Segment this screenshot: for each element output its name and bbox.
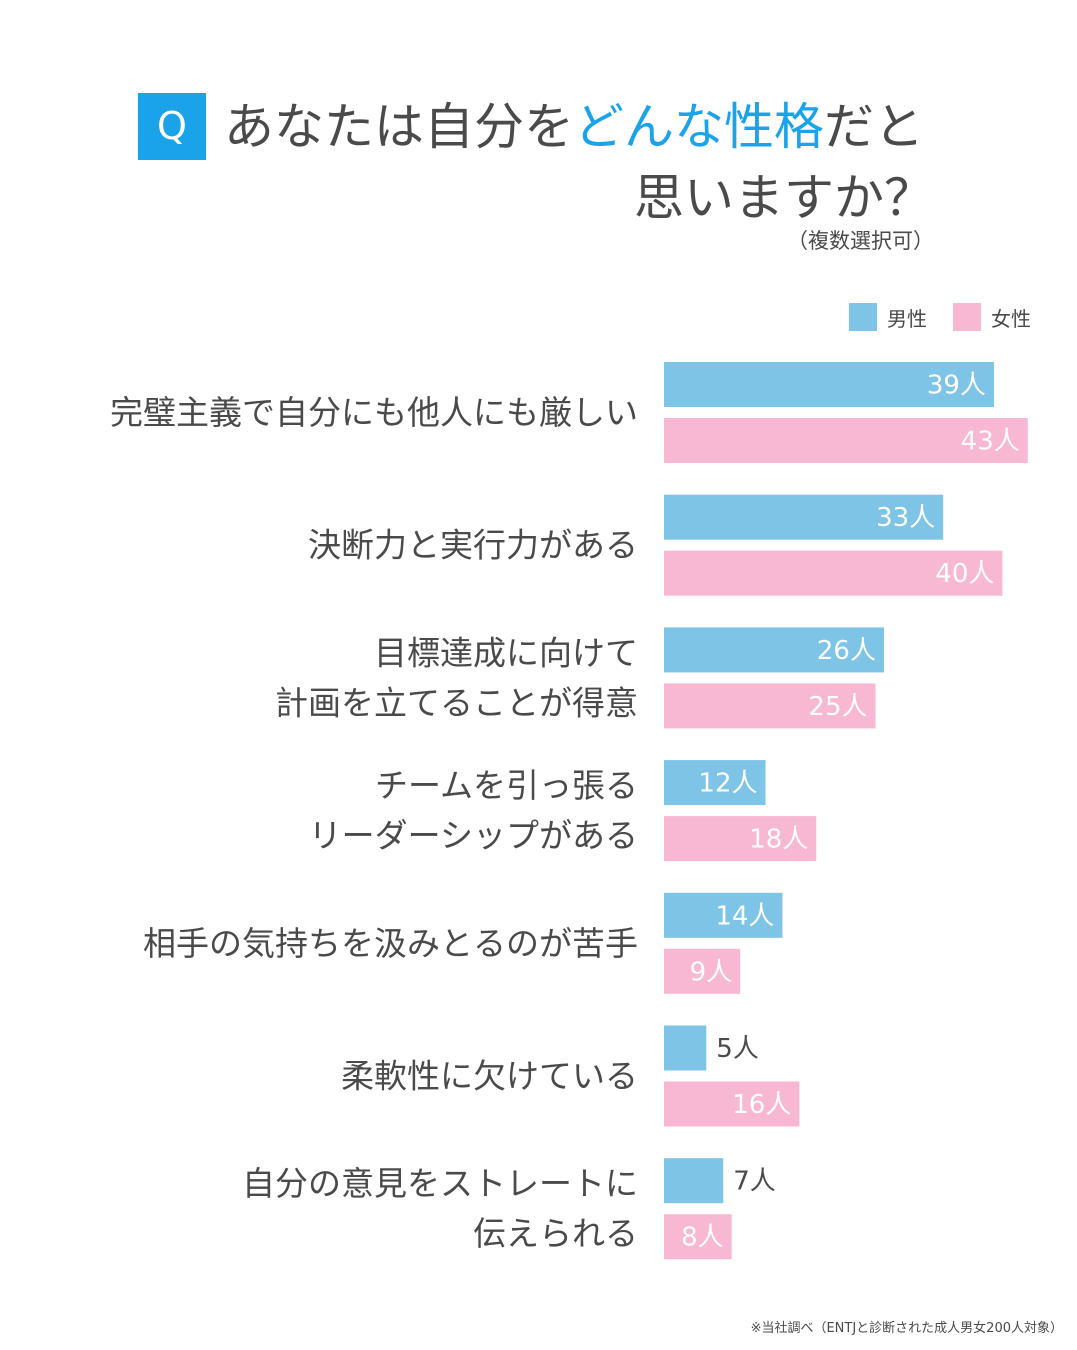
category-label: 相手の気持ちを汲みとるのが苦手 bbox=[143, 924, 638, 963]
bar-male bbox=[664, 494, 944, 540]
bar-female bbox=[664, 683, 876, 729]
bar-male bbox=[664, 760, 766, 806]
bar-male bbox=[664, 1158, 724, 1204]
category-label: 柔軟性に欠けている bbox=[341, 1057, 638, 1096]
question-badge: Q bbox=[138, 93, 206, 160]
data-label-female: 43人 bbox=[961, 427, 1020, 457]
bar-female bbox=[664, 1214, 732, 1260]
bar-male bbox=[664, 1025, 707, 1071]
category-label: チームを引っ張る bbox=[375, 766, 638, 805]
category-label: 完璧主義で自分にも他人にも厳しい bbox=[110, 393, 638, 432]
data-label-male: 39人 bbox=[927, 371, 986, 401]
category-label: 目標達成に向けて bbox=[374, 633, 638, 672]
category-label: リーダーシップがある bbox=[309, 816, 638, 855]
footnote: ※当社調べ（ENTJと診断された成人男女200人対象） bbox=[750, 1321, 1063, 1336]
bar-female bbox=[664, 816, 817, 862]
data-label-female: 40人 bbox=[935, 559, 994, 589]
data-label-female: 16人 bbox=[732, 1090, 791, 1120]
data-label-male: 14人 bbox=[715, 901, 774, 931]
bar-female bbox=[664, 418, 1028, 463]
data-label-male: 7人 bbox=[733, 1167, 776, 1197]
data-label-male: 12人 bbox=[698, 769, 757, 799]
bar-female bbox=[664, 948, 741, 994]
title-part2: だと bbox=[824, 98, 924, 156]
bar-male bbox=[664, 362, 994, 407]
category-label: 自分の意見をストレートに bbox=[242, 1164, 638, 1203]
data-label-male: 26人 bbox=[817, 636, 876, 666]
data-label-male: 5人 bbox=[716, 1034, 759, 1064]
data-label-female: 9人 bbox=[690, 957, 733, 987]
title-area: Q あなたは自分をどんな性格だと 思いますか？ （複数選択可） bbox=[0, 0, 1077, 270]
data-label-female: 25人 bbox=[808, 692, 867, 722]
chart-legend: 男性 女性 bbox=[849, 302, 1057, 332]
category-label: 決断力と実行力がある bbox=[308, 526, 638, 565]
legend-swatch-male bbox=[849, 303, 877, 331]
legend-swatch-female bbox=[953, 303, 981, 331]
category-label: 伝えられる bbox=[473, 1214, 638, 1253]
category-label: 計画を立てることが得意 bbox=[275, 683, 638, 722]
title-note: （複数選択可） bbox=[787, 229, 934, 253]
page-title-line1: あなたは自分をどんな性格だと bbox=[224, 92, 924, 162]
page-title-line2: 思いますか？ bbox=[634, 169, 934, 227]
legend-label-male: 男性 bbox=[887, 306, 927, 331]
bar-female bbox=[664, 1081, 800, 1127]
data-label-female: 8人 bbox=[681, 1223, 724, 1253]
legend-label-female: 女性 bbox=[991, 306, 1031, 331]
data-label-male: 33人 bbox=[876, 503, 935, 533]
bar-male bbox=[664, 892, 783, 938]
title-accent: どんな性格 bbox=[574, 98, 824, 156]
title-part1: あなたは自分を bbox=[224, 98, 574, 156]
data-label-female: 18人 bbox=[749, 825, 808, 855]
bar-male bbox=[664, 627, 884, 673]
bar-female bbox=[664, 550, 1003, 596]
